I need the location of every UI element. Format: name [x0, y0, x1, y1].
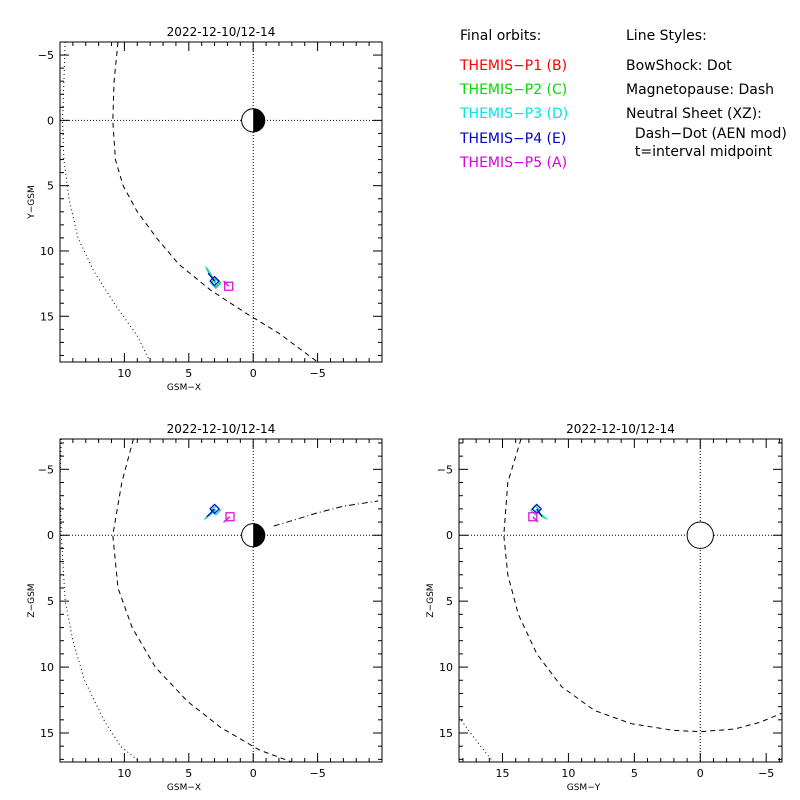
y-tick-label: 5: [47, 180, 54, 193]
y-tick-label: 10: [439, 661, 453, 674]
line-style-interval-note: t=interval midpoint: [626, 144, 773, 160]
xy-orbit-panel: 2022-12-10/12-14 10 5 0 −5 −5 0 5 10 15 GSM−X Y−GSM: [27, 25, 383, 393]
x-tick-label: 5: [631, 767, 638, 780]
plot-area: [60, 439, 382, 762]
orbit-track-p4: [206, 508, 216, 518]
x-tick-label: 0: [250, 767, 257, 780]
y-tick-label: −5: [437, 463, 453, 476]
plot-area: [60, 42, 382, 362]
y-tick-label: 0: [47, 529, 54, 542]
final-orbits-legend: Final orbits: THEMIS−P1 (B) THEMIS−P2 (C…: [459, 28, 568, 171]
line-style-dash-dot: Dash−Dot (AEN mod): [626, 126, 787, 142]
orbit-track-p4: [536, 508, 543, 518]
x-tick-label: 10: [561, 767, 575, 780]
orbit-track-p5: [223, 516, 231, 523]
legend-item-p1: THEMIS−P1 (B): [459, 58, 567, 74]
legend-item-p5: THEMIS−P5 (A): [459, 155, 567, 171]
bow-shock-line: [60, 439, 141, 762]
y-tick-label: −5: [38, 49, 54, 62]
earth-night-side: [253, 108, 265, 132]
orbit-end-marker-p4: [209, 503, 220, 515]
y-tick-label: −5: [38, 463, 54, 476]
magnetopause-line: [112, 439, 292, 762]
bow-shock-line: [62, 42, 151, 362]
legend-item-p2: THEMIS−P2 (C): [459, 82, 567, 98]
y-axis-label: Y−GSM: [27, 185, 37, 220]
orbit-end-marker-p4: [209, 275, 220, 287]
y-tick-label: 5: [446, 595, 453, 608]
yz-orbit-panel: 2022-12-10/12-14 15 10 5 0 −5 −5 0 5 10 15 GSM−Y Z−G…: [426, 422, 783, 793]
x-axis-label: GSM−Y: [567, 783, 601, 793]
y-axis-label: Z−GSM: [426, 583, 436, 617]
orbit-end-marker-p5: [528, 512, 538, 522]
line-styles-legend: Line Styles: BowShock: Dot Magnetopause:…: [626, 28, 787, 160]
orbit-track-p3: [203, 509, 217, 520]
y-axis-label: Z−GSM: [27, 583, 37, 617]
line-style-neutral-sheet: Neutral Sheet (XZ):: [626, 106, 762, 122]
legend-item-p3: THEMIS−P3 (D): [459, 106, 568, 122]
x-tick-label: −5: [309, 367, 325, 380]
line-style-magnetopause: Magnetopause: Dash: [626, 82, 774, 98]
y-tick-label: 5: [47, 595, 54, 608]
plot-frame: [59, 438, 383, 763]
orbit-end-marker-p3: [210, 278, 222, 289]
orbit-end-marker-p5: [224, 281, 234, 291]
plot-area: [459, 439, 782, 762]
x-tick-label: −5: [309, 767, 325, 780]
plot-frame: [59, 41, 383, 363]
bow-shock-line: [459, 716, 494, 762]
chart-title: 2022-12-10/12-14: [566, 422, 675, 436]
magnetopause-line: [503, 439, 782, 733]
x-axis-label: GSM−X: [167, 383, 201, 393]
x-axis-label: GSM−X: [167, 783, 201, 793]
legend-item-p4: THEMIS−P4 (E): [459, 131, 566, 147]
x-tick-label: 10: [117, 767, 131, 780]
x-tick-label: 0: [697, 767, 704, 780]
y-tick-label: 15: [439, 727, 453, 740]
neutral-sheet-line: [273, 500, 379, 527]
earth-icon: [686, 521, 714, 549]
x-tick-label: 5: [185, 367, 192, 380]
x-tick-label: −5: [758, 767, 774, 780]
legend-heading: Final orbits:: [460, 28, 541, 44]
chart-title: 2022-12-10/12-14: [167, 25, 276, 39]
orbit-track-p4: [207, 272, 216, 282]
y-tick-label: 15: [40, 727, 54, 740]
orbit-end-marker-p5: [225, 512, 235, 522]
x-tick-label: 5: [185, 767, 192, 780]
x-tick-label: 0: [250, 367, 257, 380]
plot-frame: [458, 438, 783, 763]
y-tick-label: 10: [40, 661, 54, 674]
line-styles-heading: Line Styles:: [626, 28, 707, 44]
y-tick-label: 0: [47, 114, 54, 127]
magnetopause-line: [112, 42, 318, 362]
y-tick-label: 0: [446, 529, 453, 542]
x-tick-label: 10: [117, 367, 131, 380]
xz-orbit-panel: 2022-12-10/12-14 10 5 0 −5 −5 0 5 10 15 GSM−X Z−GSM: [27, 422, 383, 793]
line-style-bowshock: BowShock: Dot: [626, 58, 732, 74]
y-tick-label: 10: [40, 245, 54, 258]
chart-title: 2022-12-10/12-14: [167, 422, 276, 436]
y-tick-label: 15: [40, 310, 54, 323]
earth-night-side: [253, 523, 265, 547]
x-tick-label: 15: [496, 767, 510, 780]
